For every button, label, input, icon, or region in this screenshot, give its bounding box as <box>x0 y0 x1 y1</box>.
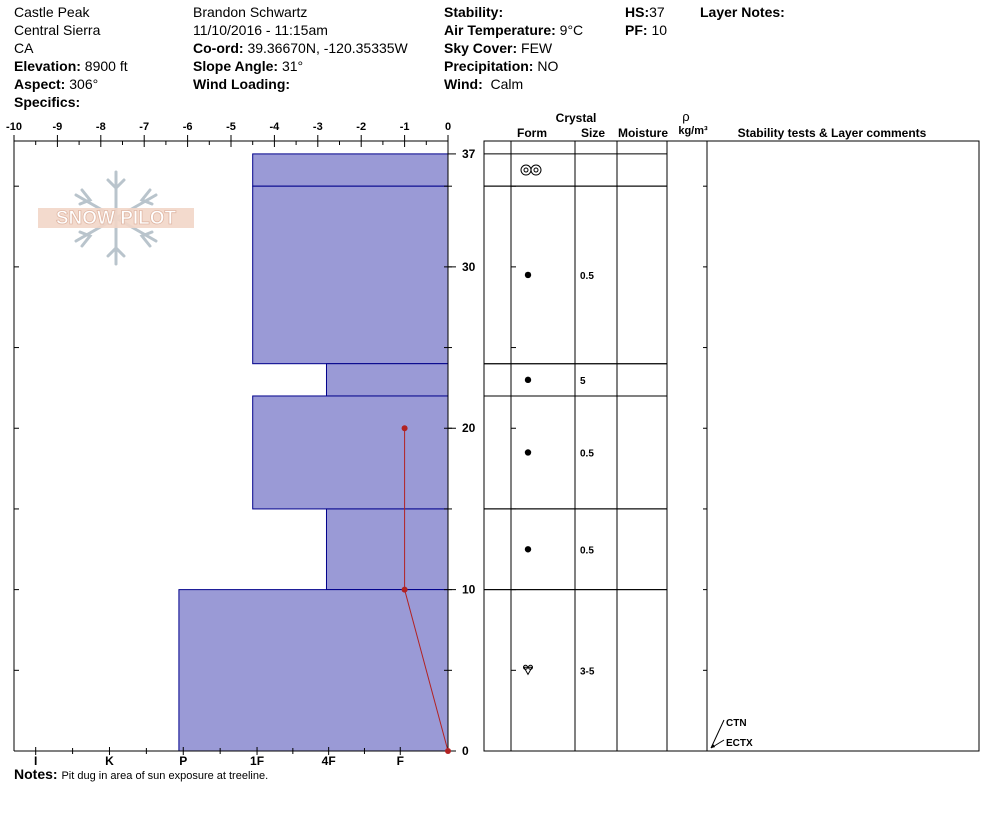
mf-ring <box>520 164 532 176</box>
notes: Notes: Pit dug in area of sun exposure a… <box>14 766 269 782</box>
temperature-profile <box>401 425 451 754</box>
hardness-layer-bar <box>252 395 449 510</box>
size-header: Size <box>581 126 605 140</box>
top-tick-label: 0 <box>445 121 451 133</box>
top-tick-label: -9 <box>53 121 63 133</box>
density-unit: kg/m³ <box>678 125 708 137</box>
depth-label: 30 <box>462 260 476 274</box>
top-tick-label: -1 <box>400 121 410 133</box>
depth-label: 20 <box>462 421 476 435</box>
hardness-layer-bar <box>178 589 449 752</box>
mf-ring <box>530 164 542 176</box>
observer-name: Brandon Schwartz <box>193 4 308 20</box>
mf-inner <box>523 167 529 173</box>
depth-label: 37 <box>462 147 476 161</box>
snowflake-icon: SNOW PILOT <box>38 170 194 266</box>
melt-freeze-icon <box>520 164 542 176</box>
stability-pointer <box>710 719 725 749</box>
crystal-size-label: 0.5 <box>580 271 594 282</box>
stability-header: Stability tests & Layer comments <box>738 126 927 140</box>
form-header: Form <box>517 126 547 140</box>
top-tick-label: -3 <box>313 121 323 133</box>
depth-label: 0 <box>462 744 469 758</box>
depth-hoar-icon <box>523 664 533 676</box>
aspect: Aspect: 306° <box>14 76 99 92</box>
wind: Wind: Calm <box>444 76 524 92</box>
hardness-layer-bar <box>252 185 449 365</box>
header-col-1: Castle Peak Central Sierra CA Elevation:… <box>14 3 128 111</box>
arrow-icon <box>711 744 715 748</box>
hardness-layers <box>178 153 449 752</box>
mf-inner <box>533 167 539 173</box>
notes-text: Pit dug in area of sun exposure at treel… <box>61 770 269 782</box>
specifics: Specifics: <box>14 94 81 110</box>
stability-test-annotation: ECTX <box>710 738 753 749</box>
sky-cover: Sky Cover: FEW <box>444 40 553 56</box>
hardness-label: I <box>34 754 37 766</box>
stability-test-label: CTN <box>726 718 747 729</box>
hardness-layer-bar <box>325 363 449 397</box>
hardness-label: P <box>179 754 187 766</box>
temperature-point <box>401 586 408 593</box>
crystal-header: Crystal <box>556 111 597 125</box>
mountain-range: Central Sierra <box>14 22 101 38</box>
crystal-size-label: 5 <box>580 376 586 387</box>
layer-table: 0.5 5 0.5 0.5 3-5 CTN ECTX <box>483 140 980 752</box>
depth-label: 10 <box>462 583 476 597</box>
top-tick-label: -7 <box>139 121 149 133</box>
precipitation: Precipitation: NO <box>444 58 559 74</box>
stability: Stability: <box>444 4 504 20</box>
coordinates: Co-ord: 39.36670N, -120.35335W <box>193 40 408 56</box>
state: CA <box>14 40 34 56</box>
top-tick-label: -2 <box>356 121 366 133</box>
slope-angle: Slope Angle: 31° <box>193 58 304 74</box>
foot-penetration: PF: 10 <box>625 22 668 38</box>
temperature-point <box>401 425 408 432</box>
top-tick-label: -8 <box>96 121 106 133</box>
snowpilot-logo: SNOW PILOT <box>38 168 198 268</box>
top-tick-label: -10 <box>6 121 22 133</box>
air-temperature: Air Temperature: 9°C <box>444 22 584 38</box>
dh-triangle <box>523 666 533 676</box>
density-symbol: ρ <box>682 109 689 124</box>
header-col-3: Stability: Air Temperature: 9°C Sky Cove… <box>444 3 583 93</box>
wind-loading: Wind Loading: <box>193 76 291 92</box>
rounded-grain-icon <box>524 449 532 456</box>
top-tick-label: -4 <box>270 121 281 133</box>
hardness-label: 4F <box>322 754 336 766</box>
header-col-4: HS:37 PF: 10 <box>625 3 667 39</box>
dh-loop <box>523 664 528 670</box>
crystal-size-label: 3-5 <box>580 666 595 677</box>
observation-datetime: 11/10/2016 - 11:15am <box>193 22 328 38</box>
svg-text:SNOW PILOT: SNOW PILOT <box>56 208 177 229</box>
hardness-label: F <box>397 754 404 766</box>
temperature-point <box>445 748 451 754</box>
location-name: Castle Peak <box>14 4 90 20</box>
hardness-label: K <box>105 754 114 766</box>
snow-height: HS:37 <box>625 4 665 20</box>
layer-notes: Layer Notes: <box>700 4 785 20</box>
hardness-label: 1F <box>250 754 264 766</box>
elevation: Elevation: 8900 ft <box>14 58 128 74</box>
moisture-header: Moisture <box>618 126 668 140</box>
stability-test-label: ECTX <box>726 738 753 749</box>
top-tick-label: -6 <box>183 121 193 133</box>
dh-loop <box>528 664 533 670</box>
crystal-size-label: 0.5 <box>580 545 594 556</box>
top-tick-label: -5 <box>226 121 236 133</box>
table-frame <box>483 140 980 752</box>
hardness-layer-bar <box>325 508 449 591</box>
snow-profile-chart: Crystal Form Size Moisture ρ kg/m³ Stabi… <box>6 109 980 766</box>
crystal-size-label: 0.5 <box>580 448 594 459</box>
rounded-grain-icon <box>524 376 532 384</box>
hardness-layer-bar <box>252 153 449 187</box>
rounded-grain-icon <box>524 546 532 553</box>
rounded-grain-icon <box>524 271 532 279</box>
header-col-2: Brandon Schwartz 11/10/2016 - 11:15am Co… <box>193 3 408 93</box>
